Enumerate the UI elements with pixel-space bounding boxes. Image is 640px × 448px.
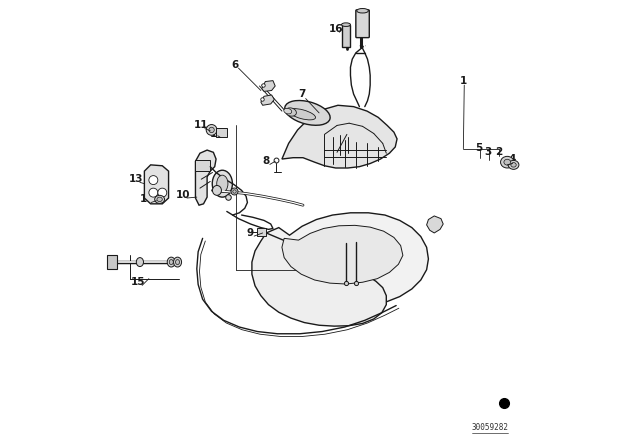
Ellipse shape bbox=[511, 163, 516, 167]
Ellipse shape bbox=[285, 100, 330, 125]
Polygon shape bbox=[262, 81, 275, 91]
Text: 7: 7 bbox=[298, 89, 306, 99]
Ellipse shape bbox=[508, 160, 519, 169]
Ellipse shape bbox=[212, 185, 221, 195]
Polygon shape bbox=[261, 95, 275, 105]
Polygon shape bbox=[145, 165, 168, 204]
Text: 6: 6 bbox=[231, 60, 239, 70]
Bar bbox=[108, 255, 117, 269]
Text: 16: 16 bbox=[328, 24, 343, 34]
Polygon shape bbox=[282, 225, 403, 284]
Circle shape bbox=[209, 127, 214, 133]
Text: 1: 1 bbox=[460, 76, 467, 86]
Text: 5: 5 bbox=[476, 143, 483, 153]
Ellipse shape bbox=[217, 175, 228, 192]
Ellipse shape bbox=[175, 260, 180, 264]
Text: 11: 11 bbox=[194, 121, 209, 130]
Polygon shape bbox=[195, 150, 216, 205]
Bar bbox=[216, 128, 227, 137]
Text: 14: 14 bbox=[140, 194, 155, 204]
Text: 8: 8 bbox=[262, 156, 270, 166]
Ellipse shape bbox=[212, 170, 232, 197]
Polygon shape bbox=[427, 216, 443, 233]
Ellipse shape bbox=[157, 197, 163, 202]
Text: 9: 9 bbox=[247, 228, 254, 238]
Text: 10: 10 bbox=[176, 190, 191, 200]
Ellipse shape bbox=[173, 257, 182, 267]
Bar bbox=[195, 160, 210, 171]
Ellipse shape bbox=[289, 108, 316, 120]
Ellipse shape bbox=[167, 257, 175, 267]
Text: 13: 13 bbox=[129, 174, 143, 184]
Text: 30059282: 30059282 bbox=[472, 423, 509, 432]
Text: 4: 4 bbox=[509, 154, 516, 164]
FancyBboxPatch shape bbox=[356, 10, 369, 38]
Circle shape bbox=[206, 125, 217, 135]
Bar bbox=[257, 228, 266, 236]
Polygon shape bbox=[262, 213, 428, 307]
Polygon shape bbox=[252, 233, 387, 326]
Ellipse shape bbox=[285, 108, 296, 116]
Ellipse shape bbox=[169, 260, 173, 264]
Ellipse shape bbox=[500, 156, 514, 168]
Ellipse shape bbox=[155, 195, 164, 203]
Bar bbox=[342, 25, 351, 47]
Circle shape bbox=[149, 176, 158, 185]
Ellipse shape bbox=[356, 9, 369, 13]
Text: 12: 12 bbox=[210, 129, 224, 139]
Circle shape bbox=[149, 188, 158, 197]
Text: 3: 3 bbox=[484, 147, 492, 157]
Text: 2: 2 bbox=[495, 147, 503, 157]
Polygon shape bbox=[282, 105, 397, 168]
Circle shape bbox=[158, 188, 167, 197]
Ellipse shape bbox=[136, 258, 143, 267]
Ellipse shape bbox=[504, 159, 511, 165]
Text: 15: 15 bbox=[131, 277, 146, 287]
Ellipse shape bbox=[284, 108, 292, 114]
Ellipse shape bbox=[342, 23, 351, 26]
